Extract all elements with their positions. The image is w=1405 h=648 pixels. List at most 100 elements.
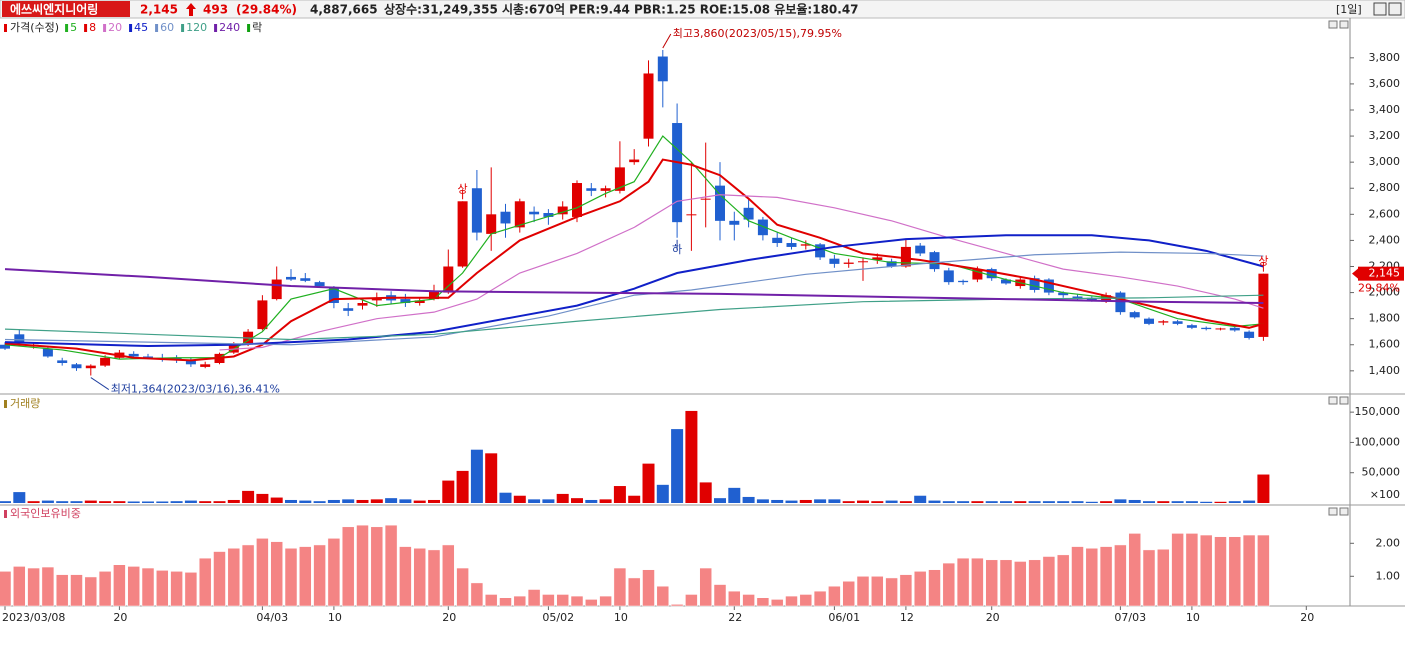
candle-body — [100, 357, 111, 366]
bar — [142, 501, 154, 503]
price-tag-box — [1358, 266, 1404, 281]
candle-body — [672, 123, 683, 223]
price-tag-change: 29.84% — [1358, 282, 1400, 295]
candle-body — [357, 303, 368, 306]
panel-button[interactable] — [1339, 396, 1349, 405]
y-tick-label: 50,000 — [1362, 466, 1401, 479]
candle-body — [42, 348, 53, 357]
candle-body — [257, 300, 268, 330]
candle-body — [600, 188, 611, 191]
bar — [871, 501, 884, 503]
bar — [871, 576, 884, 607]
volume: 4,887,665 — [310, 3, 378, 17]
bar — [327, 538, 341, 607]
x-tick-label: 05/02 — [542, 611, 574, 624]
bar — [956, 557, 970, 607]
bar — [299, 546, 312, 607]
x-tick-label: 10 — [1186, 611, 1200, 624]
up-arrow — [186, 3, 196, 16]
panel-button[interactable] — [1339, 20, 1349, 29]
bar — [285, 499, 297, 503]
candle-body — [300, 278, 311, 281]
y-tick-label: 3,400 — [1369, 103, 1401, 116]
bar — [342, 499, 355, 503]
candle-body — [457, 201, 468, 267]
candle-body — [14, 334, 25, 343]
bar — [899, 501, 912, 503]
bar — [699, 482, 712, 503]
legend-entry: 120 — [186, 21, 207, 34]
bar — [84, 500, 97, 503]
panel-button[interactable] — [1339, 507, 1349, 516]
bar — [370, 499, 383, 503]
bar — [656, 585, 670, 607]
bar — [742, 496, 755, 503]
panel-button[interactable] — [1328, 396, 1338, 405]
bar — [1114, 544, 1127, 607]
panel-button[interactable] — [1328, 20, 1338, 29]
bar — [1128, 533, 1141, 607]
x-tick-label: 20 — [1300, 611, 1314, 624]
bar — [627, 577, 641, 607]
period[interactable]: [1일] — [1336, 2, 1362, 16]
candle-body — [1244, 331, 1255, 338]
y-tick-label: 1,400 — [1369, 364, 1401, 377]
candle-body — [1258, 273, 1269, 337]
bar — [113, 564, 126, 607]
candle-body — [500, 211, 511, 224]
bar — [442, 480, 455, 503]
bar — [828, 499, 841, 503]
y-tick-label: 2,400 — [1369, 233, 1401, 246]
panel-button[interactable] — [1328, 507, 1338, 516]
bar — [170, 571, 183, 607]
bar — [885, 500, 898, 503]
minimize-button[interactable] — [1373, 2, 1387, 16]
candle-body — [729, 220, 740, 225]
panel-title: 외국인보유비중 — [10, 507, 81, 520]
bar — [670, 604, 684, 607]
bar — [1257, 534, 1270, 607]
bar — [1085, 548, 1099, 607]
annotation: 최저1,364(2023/03/16),36.41% — [111, 383, 280, 396]
candle-body — [1129, 312, 1140, 318]
bar — [527, 589, 541, 607]
candle-body — [1072, 296, 1083, 300]
bar — [1185, 501, 1198, 503]
legend-bullet — [4, 24, 7, 32]
bar — [1128, 499, 1141, 503]
legend-entry: 20 — [108, 21, 122, 34]
candle-body — [1144, 318, 1154, 324]
bar — [856, 576, 870, 607]
bar — [957, 501, 970, 503]
y-tick-label: 3,600 — [1369, 77, 1401, 90]
bar — [156, 501, 169, 503]
candle-body — [586, 188, 597, 191]
candle-body — [657, 56, 668, 82]
bar — [942, 501, 955, 503]
bar — [913, 571, 927, 607]
bar — [242, 490, 255, 503]
bar — [1171, 501, 1184, 503]
bar — [385, 498, 398, 503]
y-tick-label: 2,800 — [1369, 181, 1401, 194]
candle-body — [643, 73, 654, 139]
candle-body — [314, 282, 325, 287]
x-tick-label: 2023/03/08 — [2, 611, 65, 624]
candle-body — [772, 237, 783, 244]
candle-body — [429, 291, 439, 300]
candle-body — [815, 244, 826, 258]
bar — [456, 470, 469, 503]
bar — [728, 590, 741, 607]
close-button[interactable] — [1388, 2, 1402, 16]
candle-body — [886, 261, 897, 267]
candle-body — [286, 276, 296, 280]
bar — [985, 501, 998, 503]
bar — [1000, 501, 1012, 503]
bar — [899, 574, 913, 607]
bar — [70, 574, 83, 607]
bar — [928, 500, 941, 503]
candle-body — [71, 364, 82, 369]
candle-body — [786, 243, 797, 247]
